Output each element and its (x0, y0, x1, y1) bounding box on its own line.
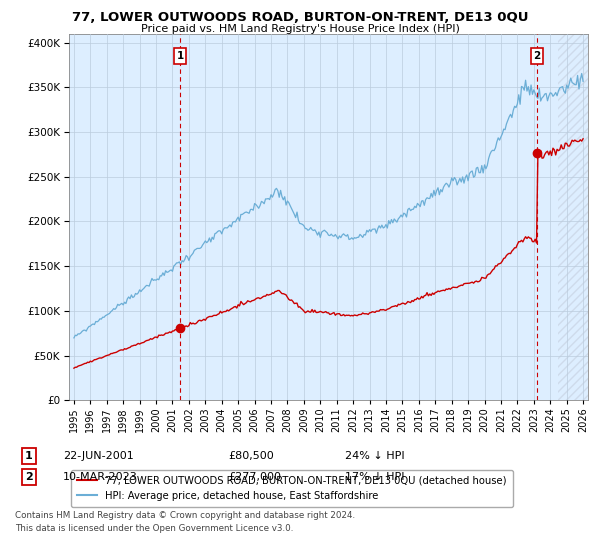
Legend: 77, LOWER OUTWOODS ROAD, BURTON-ON-TRENT, DE13 0QU (detached house), HPI: Averag: 77, LOWER OUTWOODS ROAD, BURTON-ON-TRENT… (71, 470, 513, 507)
Text: £80,500: £80,500 (228, 451, 274, 461)
Text: 77, LOWER OUTWOODS ROAD, BURTON-ON-TRENT, DE13 0QU: 77, LOWER OUTWOODS ROAD, BURTON-ON-TRENT… (72, 11, 528, 24)
Text: 22-JUN-2001: 22-JUN-2001 (63, 451, 134, 461)
Text: 10-MAR-2023: 10-MAR-2023 (63, 472, 138, 482)
Text: 17% ↓ HPI: 17% ↓ HPI (345, 472, 404, 482)
Text: 2: 2 (25, 472, 32, 482)
Text: 2: 2 (533, 51, 541, 61)
Text: Contains HM Land Registry data © Crown copyright and database right 2024.: Contains HM Land Registry data © Crown c… (15, 511, 355, 520)
Text: This data is licensed under the Open Government Licence v3.0.: This data is licensed under the Open Gov… (15, 524, 293, 533)
Text: 1: 1 (176, 51, 184, 61)
Text: 1: 1 (25, 451, 32, 461)
Text: Price paid vs. HM Land Registry's House Price Index (HPI): Price paid vs. HM Land Registry's House … (140, 24, 460, 34)
Text: £277,000: £277,000 (228, 472, 281, 482)
Text: 24% ↓ HPI: 24% ↓ HPI (345, 451, 404, 461)
